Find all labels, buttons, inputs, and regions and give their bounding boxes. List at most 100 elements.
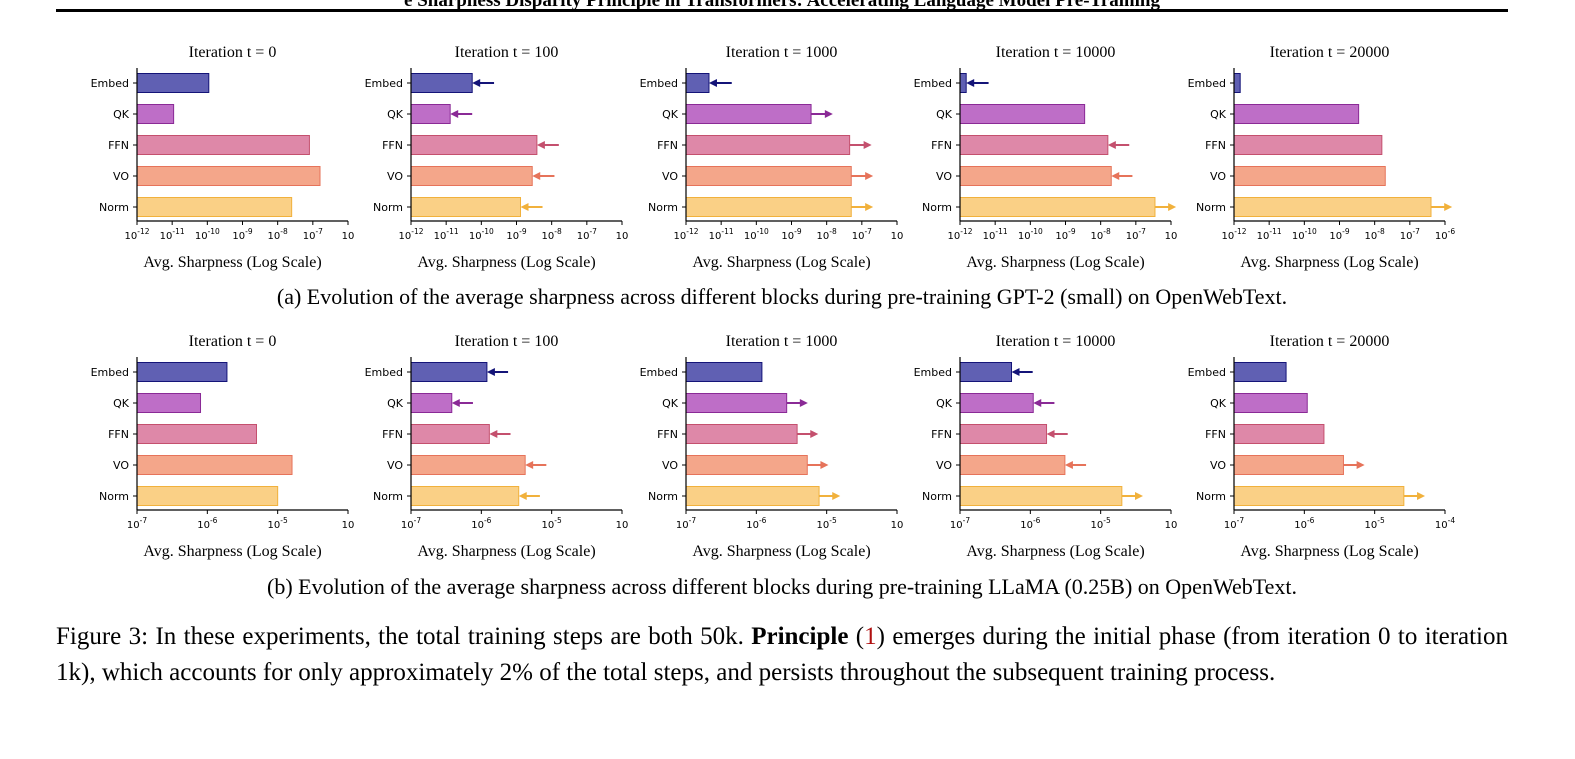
x-tick-label: 10-10 (1018, 227, 1043, 242)
x-tick-label: 10-6 (746, 516, 766, 531)
arrow-head (450, 110, 459, 118)
category-label: Norm (1196, 490, 1226, 503)
category-label: Embed (365, 77, 403, 90)
category-label: Norm (648, 201, 678, 214)
chart-a-2: Iteration t = 1000 Embed QK FFN VO Norm 10-12 1… (640, 44, 904, 271)
chart-a-3: Iteration t = 10000 Embed QK FFN VO Norm 10-12… (914, 44, 1178, 271)
x-tick-label: 10-12 (125, 227, 150, 242)
category-label: Embed (1188, 77, 1226, 90)
arrow-head (1011, 368, 1020, 376)
x-tick-label: 10-7 (676, 516, 696, 531)
x-tick-label: 10-8 (268, 227, 288, 242)
category-label: Embed (1188, 366, 1226, 379)
bar-embed (959, 73, 967, 93)
category-label: Embed (365, 366, 403, 379)
figure-text-2: ) emerges during the initial phase (from… (56, 623, 1509, 686)
bar-embed (1233, 73, 1241, 93)
category-label: VO (936, 459, 952, 472)
chart-a-1: Iteration t = 100 Embed QK FFN VO Norm 10-12 10… (365, 44, 629, 271)
bar-norm (959, 486, 1123, 506)
x-tick-label: 10-11 (160, 227, 185, 242)
x-tick-label: 10-10 (1292, 227, 1317, 242)
x-tick-label: 10-7 (1400, 227, 1420, 242)
arrow-head (824, 110, 833, 118)
arrow-head (472, 79, 481, 87)
arrow-head (1356, 461, 1365, 469)
x-tick-label: 10-9 (232, 227, 252, 242)
bar-embed (959, 362, 1013, 382)
bar-ffn (410, 135, 538, 155)
bar-vo (410, 455, 526, 475)
principle-ref-link[interactable]: 1 (864, 623, 877, 650)
category-label: Norm (373, 490, 403, 503)
category-label: Norm (648, 490, 678, 503)
category-label: Norm (922, 201, 952, 214)
x-tick-label: 10 (891, 520, 904, 531)
category-label: VO (387, 459, 403, 472)
bar-qk (959, 104, 1086, 124)
category-label: VO (113, 170, 129, 183)
chart-b-0: Iteration t = 0 Embed QK FFN VO Norm 10-7 10-6 1… (91, 333, 355, 560)
x-tick-label: 10-10 (744, 227, 769, 242)
x-tick-label: 10 (616, 520, 629, 531)
category-label: Norm (922, 490, 952, 503)
x-tick-label: 10-7 (1126, 227, 1146, 242)
x-tick-label: 10-8 (1091, 227, 1111, 242)
bar-norm (685, 197, 852, 217)
chart-b-4: Iteration t = 20000 Embed QK FFN VO Norm 10-7 1… (1188, 333, 1456, 560)
x-tick-label: 10-6 (1294, 516, 1314, 531)
chart-title: Iteration t = 20000 (1270, 333, 1390, 350)
x-tick-label: 10-9 (781, 227, 801, 242)
chart-title: Iteration t = 10000 (996, 333, 1116, 350)
category-label: QK (387, 108, 404, 121)
bar-norm (136, 197, 293, 217)
bar-norm (410, 197, 522, 217)
bar-ffn (136, 424, 257, 444)
arrow-head (1111, 172, 1120, 180)
chart-b-1: Iteration t = 100 Embed QK FFN VO Norm 10-7 10-… (365, 333, 629, 560)
bar-norm (410, 486, 520, 506)
arrow-head (489, 430, 498, 438)
arrow-head (1033, 399, 1042, 407)
x-tick-label: 10 (1165, 520, 1178, 531)
figure-text-1: In these experiments, the total training… (148, 623, 752, 650)
arrow-head (518, 492, 527, 500)
bar-qk (1233, 104, 1360, 124)
bar-norm (959, 197, 1156, 217)
chart-title: Iteration t = 1000 (726, 44, 838, 61)
x-tick-label: 10-12 (399, 227, 424, 242)
figure-label: Figure 3: (56, 623, 149, 650)
bar-ffn (1233, 424, 1325, 444)
bar-ffn (410, 424, 490, 444)
chart-b-3: Iteration t = 10000 Embed QK FFN VO Norm 10-7 1… (914, 333, 1178, 560)
category-label: FFN (657, 428, 678, 441)
category-label: Norm (99, 490, 129, 503)
bar-qk (136, 104, 175, 124)
x-tick-label: 10-10 (195, 227, 220, 242)
bar-vo (410, 166, 533, 186)
bar-qk (959, 393, 1034, 413)
x-tick-label: 10-5 (1365, 516, 1385, 531)
running-header-title: e Sharpness Disparity Principle in Trans… (404, 0, 1160, 11)
x-tick-label: 10-8 (817, 227, 837, 242)
x-tick-label: 10-7 (577, 227, 597, 242)
x-axis-label: Avg. Sharpness (Log Scale) (143, 254, 321, 271)
chart-title: Iteration t = 0 (189, 333, 277, 350)
category-label: Norm (99, 201, 129, 214)
x-tick-label: 10-5 (1091, 516, 1111, 531)
category-label: FFN (382, 139, 403, 152)
category-label: Norm (1196, 201, 1226, 214)
arrow-head (1444, 203, 1453, 211)
arrow-head (520, 203, 529, 211)
category-label: Embed (91, 77, 129, 90)
bar-qk (410, 104, 451, 124)
arrow-head (532, 172, 541, 180)
chart-title: Iteration t = 100 (455, 44, 559, 61)
x-tick-label: 10-7 (127, 516, 147, 531)
chart-title: Iteration t = 10000 (996, 44, 1116, 61)
x-axis-label: Avg. Sharpness (Log Scale) (692, 543, 870, 560)
x-tick-label: 10-7 (401, 516, 421, 531)
bar-embed (685, 73, 710, 93)
bar-vo (136, 455, 293, 475)
category-label: FFN (1205, 428, 1226, 441)
